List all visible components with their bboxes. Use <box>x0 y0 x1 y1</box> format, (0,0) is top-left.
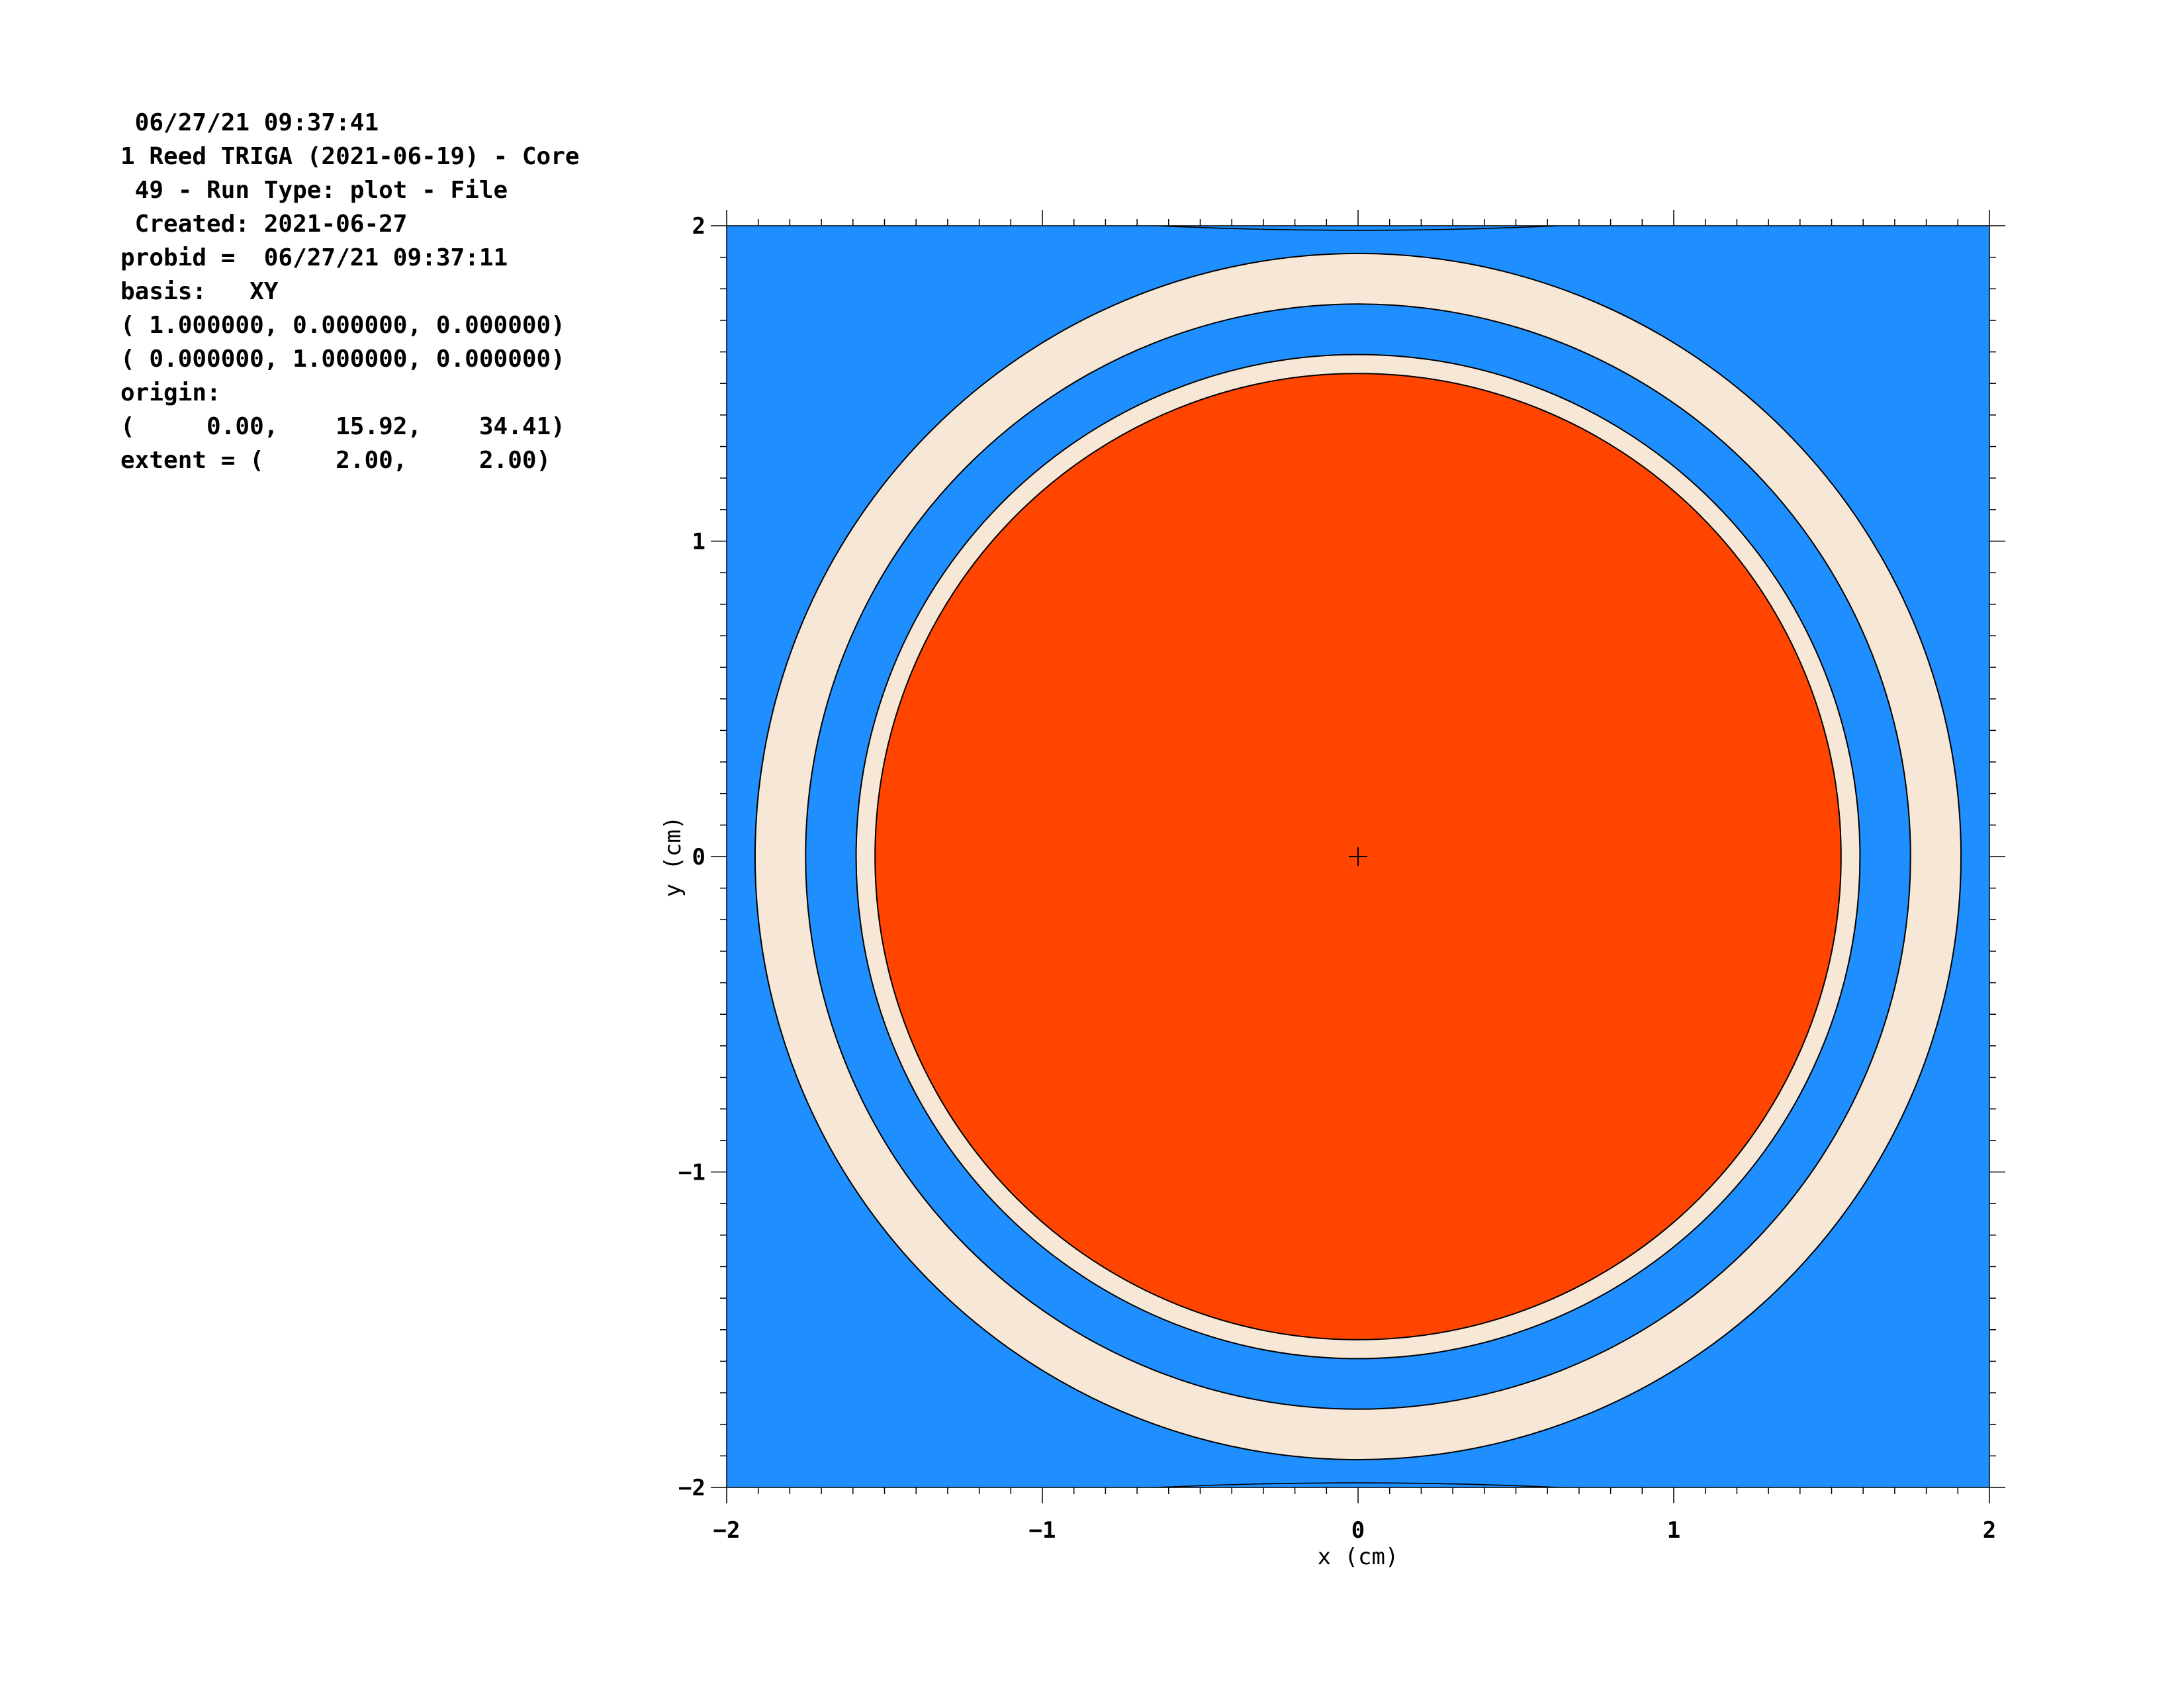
x-tick-label: −1 <box>1029 1517 1056 1544</box>
y-tick-label: 1 <box>692 529 705 555</box>
header-line: 49 - Run Type: plot - File <box>120 177 508 204</box>
plot-header: 06/27/21 09:37:41 1 Reed TRIGA (2021-06-1… <box>120 106 580 477</box>
y-tick-label: 2 <box>692 213 705 240</box>
header-line: Created: 2021-06-27 <box>120 211 408 238</box>
boundary-arc <box>1172 226 1544 230</box>
x-axis-label: x (cm) <box>1318 1544 1399 1570</box>
plot-frame <box>726 225 1990 1488</box>
header-line: basis: XY <box>120 278 279 305</box>
boundary-arc <box>1172 1483 1544 1487</box>
x-tick-label: −2 <box>713 1517 741 1544</box>
x-tick-label: 0 <box>1351 1517 1365 1544</box>
header-line: ( 0.00, 15.92, 34.41) <box>120 413 565 440</box>
header-line: 06/27/21 09:37:41 <box>120 109 379 136</box>
header-line: origin: <box>120 379 221 406</box>
y-axis-label: y (cm) <box>660 816 686 898</box>
y-tick-label: 0 <box>692 844 705 870</box>
header-line: ( 1.000000, 0.000000, 0.000000) <box>120 312 565 339</box>
center-mark <box>1349 847 1367 866</box>
y-tick-label: −2 <box>678 1475 705 1501</box>
axis-tick-labels: −2 −1 0 1 2 2 1 0 −1 −2 <box>678 213 1996 1544</box>
header-line: probid = 06/27/21 09:37:11 <box>120 244 508 271</box>
header-line: extent = ( 2.00, 2.00) <box>120 447 551 474</box>
y-tick-label: −1 <box>678 1160 705 1186</box>
axis-ticks <box>711 210 2005 1503</box>
x-tick-label: 2 <box>1983 1517 1996 1544</box>
header-line: ( 0.000000, 1.000000, 0.000000) <box>120 346 565 373</box>
x-tick-label: 1 <box>1667 1517 1680 1544</box>
header-line: 1 Reed TRIGA (2021-06-19) - Core <box>120 143 580 170</box>
